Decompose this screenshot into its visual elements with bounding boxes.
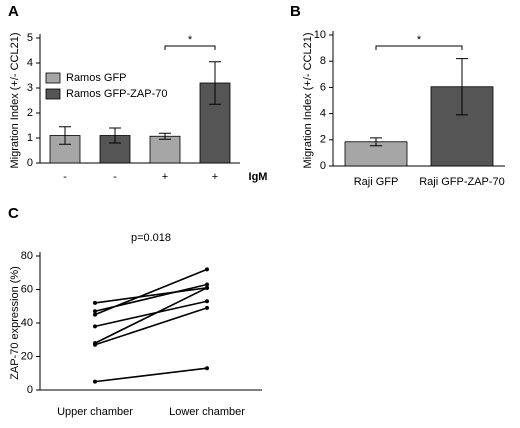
y-tick-label: 0 — [320, 160, 326, 172]
y-tick-label: 3 — [27, 82, 33, 94]
y-tick-label: 6 — [320, 81, 326, 93]
x-tick-label: + — [212, 171, 218, 183]
y-tick-label: 0 — [27, 157, 33, 169]
paired-line — [94, 367, 208, 383]
x-tick-label: Raji GFP — [354, 176, 399, 188]
point — [93, 309, 97, 314]
y-tick-label: 40 — [21, 317, 33, 329]
panel-label: A — [8, 3, 19, 20]
panel-label: C — [8, 205, 19, 222]
error-bar — [59, 126, 71, 145]
y-tick-label: 20 — [21, 350, 33, 362]
x-tick-label: Upper chamber — [57, 406, 133, 418]
chart-title: p=0.018 — [131, 232, 171, 244]
x-tick-label: - — [63, 171, 67, 183]
point — [205, 366, 209, 371]
point — [93, 312, 97, 317]
panel-label: B — [290, 3, 301, 20]
legend-label: Ramos GFP-ZAP-70 — [66, 88, 167, 100]
y-tick-label: 1 — [27, 132, 33, 144]
y-tick-label: 4 — [27, 57, 33, 69]
point — [205, 282, 209, 287]
y-axis-label: ZAP-70 expression (%) — [9, 266, 21, 380]
y-tick-label: 8 — [320, 55, 326, 67]
point — [93, 324, 97, 329]
y-tick-label: 60 — [21, 283, 33, 295]
error-bar — [370, 137, 382, 147]
point — [205, 305, 209, 310]
y-tick-label: 2 — [27, 107, 33, 119]
point — [205, 285, 209, 290]
paired-line — [94, 268, 208, 316]
y-tick-label: 2 — [320, 134, 326, 146]
x-tick-label: - — [113, 171, 117, 183]
paired-line — [94, 287, 208, 304]
y-tick-label: 5 — [27, 32, 33, 44]
paired-line — [94, 300, 208, 328]
point — [205, 267, 209, 272]
error-bar — [209, 61, 221, 105]
significance-bracket — [375, 45, 463, 50]
x-tick-label: Raji GFP-ZAP-70 — [419, 176, 505, 188]
significance-star: * — [188, 34, 193, 46]
x-tick-label: Lower chamber — [169, 406, 245, 418]
bar — [149, 135, 181, 164]
y-tick-label: 4 — [320, 108, 326, 120]
y-axis-label: Migration Index (+/- CCL21) — [9, 32, 21, 168]
legend-label: Ramos GFP — [66, 72, 127, 84]
error-bar — [109, 127, 121, 144]
point — [93, 379, 97, 384]
y-tick-label: 0 — [27, 384, 33, 396]
paired-line — [94, 307, 208, 346]
legend-swatch — [45, 88, 61, 100]
point — [93, 342, 97, 347]
error-bar — [456, 58, 468, 116]
paired-line — [94, 287, 208, 344]
legend-swatch — [45, 72, 61, 84]
y-tick-label: 80 — [21, 250, 33, 262]
x-annotation: IgM — [249, 171, 268, 183]
significance-bracket — [164, 45, 216, 50]
point — [205, 299, 209, 304]
x-tick-label: + — [162, 171, 168, 183]
error-bar — [159, 132, 171, 140]
y-axis-label: Migration Index (+/- CCL21) — [302, 32, 314, 168]
significance-star: * — [417, 34, 422, 46]
y-tick-label: 10 — [314, 29, 326, 41]
point — [93, 300, 97, 305]
